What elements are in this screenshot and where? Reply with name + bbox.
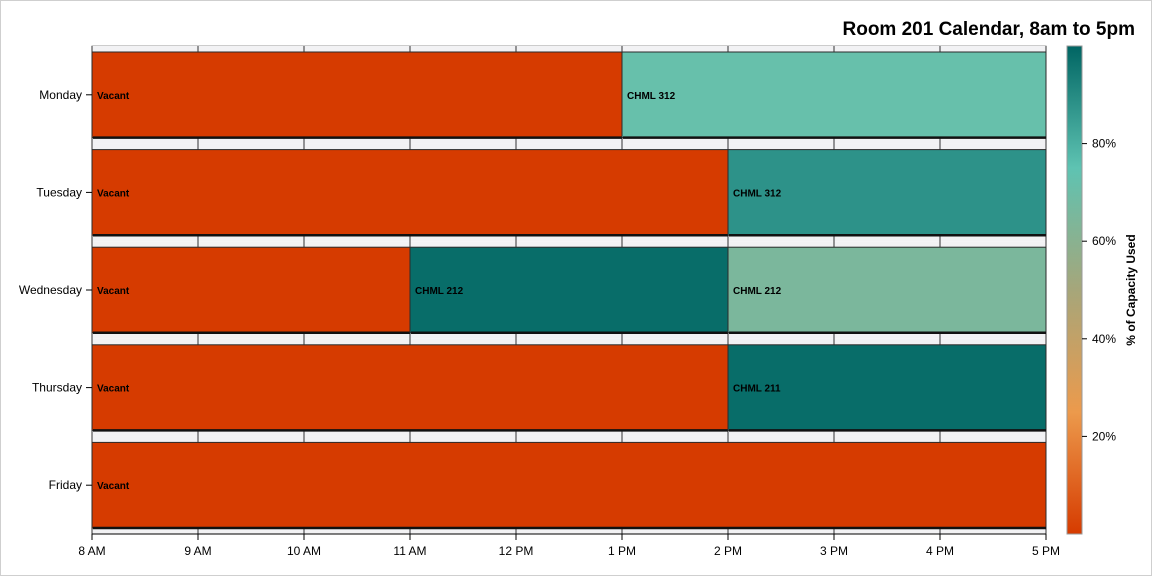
colorbar-title: % of Capacity Used bbox=[1124, 234, 1138, 345]
bar-label: Vacant bbox=[97, 384, 130, 395]
y-tick-label: Wednesday bbox=[19, 283, 82, 297]
bar-label: CHML 312 bbox=[733, 188, 782, 199]
bar-segment bbox=[727, 344, 1047, 431]
y-tick-label: Friday bbox=[49, 478, 82, 492]
bar-segment bbox=[409, 246, 729, 334]
plot-area: Vacant CHML 312 Vacant CHML 312 Vacant CHML 2… bbox=[19, 45, 1060, 558]
colorbar-tick-label: 60% bbox=[1092, 234, 1116, 248]
bar-label: CHML 312 bbox=[627, 91, 676, 102]
bar-segment bbox=[91, 51, 623, 139]
bar-segment bbox=[91, 149, 729, 236]
x-tick-label: 8 AM bbox=[78, 544, 105, 558]
x-tick-label: 1 PM bbox=[608, 544, 636, 558]
y-tick-label: Monday bbox=[39, 88, 82, 102]
bar-segment bbox=[91, 246, 411, 334]
chart-title: Room 201 Calendar, 8am to 5pm bbox=[843, 19, 1136, 40]
colorbar-gradient bbox=[1066, 45, 1083, 535]
bar-label: CHML 212 bbox=[415, 286, 464, 297]
x-tick-label: 10 AM bbox=[287, 544, 321, 558]
bar-segment bbox=[91, 441, 1047, 529]
x-tick-label: 4 PM bbox=[926, 544, 954, 558]
bar-label: Vacant bbox=[97, 481, 130, 492]
bar-label: Vacant bbox=[97, 286, 130, 297]
colorbar-tick-label: 40% bbox=[1092, 332, 1116, 346]
y-tick-label: Thursday bbox=[32, 381, 82, 395]
colorbar-tick-label: 80% bbox=[1092, 137, 1116, 151]
colorbar: 20% 40% 60% 80% % of Capacity Used bbox=[1066, 45, 1138, 535]
x-tick-label: 9 AM bbox=[184, 544, 211, 558]
x-tick-label: 2 PM bbox=[714, 544, 742, 558]
bar-segment bbox=[727, 149, 1047, 236]
bar-segment bbox=[91, 344, 729, 431]
y-tick-label: Tuesday bbox=[36, 185, 82, 199]
bar-label: Vacant bbox=[97, 188, 130, 199]
bar-label: CHML 212 bbox=[733, 286, 782, 297]
bar-segment bbox=[727, 246, 1047, 334]
colorbar-tick-label: 20% bbox=[1092, 429, 1116, 443]
x-tick-label: 11 AM bbox=[393, 544, 426, 558]
bar-label: CHML 211 bbox=[733, 384, 781, 395]
bar-label: Vacant bbox=[97, 91, 130, 102]
bar-segment bbox=[621, 51, 1047, 139]
x-tick-label: 5 PM bbox=[1032, 544, 1060, 558]
x-tick-label: 3 PM bbox=[820, 544, 848, 558]
x-tick-label: 12 PM bbox=[499, 544, 534, 558]
